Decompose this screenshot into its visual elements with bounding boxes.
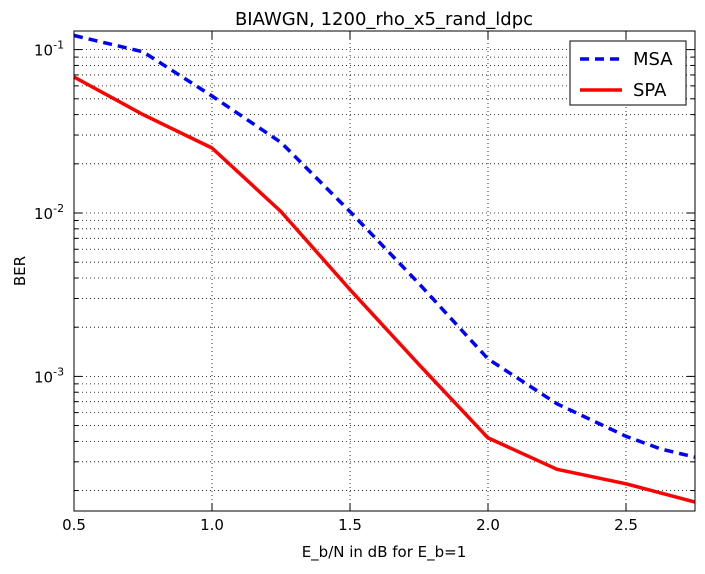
x-tick-label: 1.0 [200, 516, 224, 534]
legend-label-msa: MSA [633, 49, 673, 70]
legend-label-spa: SPA [633, 80, 667, 101]
legend-box [569, 40, 687, 106]
legend: MSA SPA [569, 40, 687, 106]
y-tick-label: 10-3 [34, 365, 64, 386]
x-axis-label: E_b/N in dB for E_b=1 [302, 543, 467, 562]
x-tick-label: 2.0 [476, 516, 500, 534]
series-line-spa [73, 75, 696, 504]
y-tick-label: 10-2 [34, 202, 64, 223]
chart-title: BIAWGN, 1200_rho_x5_rand_ldpc [235, 9, 533, 30]
x-tick-label: 1.5 [338, 516, 362, 534]
series-line-msa [73, 33, 696, 459]
y-tick-label: 10-1 [34, 39, 64, 60]
plot-frame [73, 30, 696, 512]
axis-ticks: 0.5 1.0 1.5 2.0 2.5 10-1 10-2 10-3 [34, 31, 695, 534]
y-axis-label: BER [11, 256, 29, 286]
series-layer [73, 33, 696, 504]
x-tick-label: 2.5 [614, 516, 638, 534]
x-tick-label: 0.5 [62, 516, 86, 534]
